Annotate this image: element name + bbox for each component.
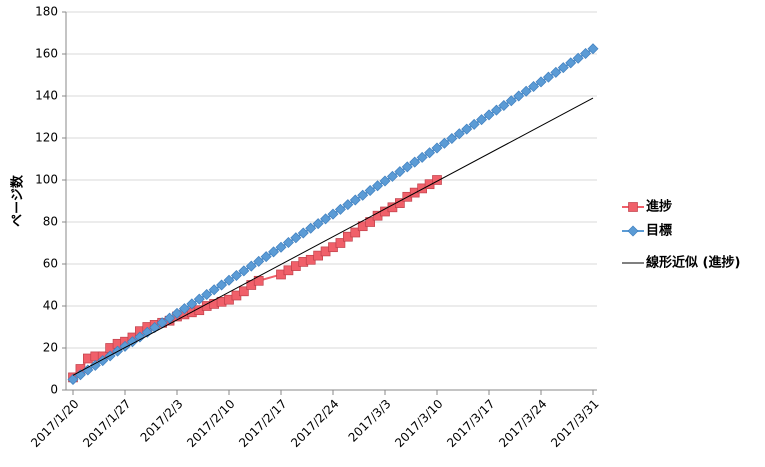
y-tick-label: 160	[35, 47, 58, 61]
point	[416, 151, 428, 163]
point	[350, 227, 361, 238]
y-tick-label: 80	[43, 215, 58, 229]
x-tick-label: 2017/2/3	[138, 397, 186, 445]
legend-label: 進捗	[646, 199, 672, 215]
point	[372, 180, 384, 192]
point	[67, 374, 79, 385]
point	[290, 232, 302, 244]
legend-label: 線形近似 (進捗)	[646, 255, 740, 271]
x-tick-label: 2017/2/17	[236, 397, 289, 450]
point	[535, 76, 547, 88]
y-tick-label: 180	[35, 5, 58, 19]
point	[335, 238, 346, 248]
point	[171, 307, 183, 319]
point	[253, 255, 265, 267]
x-tick-label: 2017/2/24	[288, 397, 341, 450]
point	[260, 251, 272, 263]
point	[89, 359, 101, 371]
point	[461, 123, 473, 135]
point	[401, 161, 413, 173]
point	[364, 185, 376, 196]
point	[431, 142, 443, 154]
legend-label: 目標	[646, 223, 672, 239]
point	[468, 118, 480, 130]
point	[238, 265, 250, 277]
point	[446, 133, 458, 145]
point	[208, 284, 220, 296]
point	[520, 85, 532, 97]
x-tick-label: 2017/1/20	[28, 397, 81, 450]
point	[432, 175, 442, 185]
point	[542, 71, 554, 83]
y-axis-label: ページ数	[10, 174, 26, 227]
point	[453, 128, 465, 140]
point	[282, 236, 294, 248]
point	[438, 137, 450, 149]
x-tick-label: 2017/1/27	[80, 397, 133, 450]
x-tick-label: 2017/3/31	[548, 397, 601, 450]
x-tick-label: 2017/3/24	[496, 397, 549, 450]
point	[230, 270, 242, 282]
point	[476, 114, 488, 126]
point	[490, 104, 502, 116]
point	[305, 222, 317, 234]
point	[557, 62, 569, 74]
point	[239, 286, 249, 297]
point	[82, 364, 94, 376]
point	[580, 47, 592, 59]
point	[357, 189, 369, 201]
point	[297, 227, 309, 239]
point	[505, 95, 517, 107]
point	[349, 194, 361, 206]
point	[424, 147, 436, 159]
point	[342, 199, 354, 211]
point	[201, 288, 213, 300]
point	[379, 175, 391, 187]
point	[193, 293, 205, 305]
series-line	[72, 97, 594, 376]
legend-marker	[627, 225, 639, 237]
point	[275, 241, 287, 253]
point	[186, 298, 198, 310]
point	[587, 43, 599, 55]
x-tick-label: 2017/3/10	[392, 397, 445, 450]
point	[164, 312, 176, 324]
y-tick-label: 100	[35, 173, 58, 187]
point	[386, 170, 398, 182]
point	[223, 274, 235, 286]
y-tick-label: 20	[43, 341, 58, 355]
point	[126, 336, 138, 348]
y-tick-label: 40	[43, 299, 58, 313]
x-tick-label: 2017/3/17	[444, 397, 497, 450]
point	[572, 52, 584, 64]
y-tick-label: 60	[43, 257, 58, 271]
point	[394, 166, 406, 178]
point	[216, 279, 228, 291]
point	[268, 246, 280, 258]
point	[178, 303, 190, 315]
point	[320, 213, 332, 225]
point	[134, 331, 146, 343]
point	[334, 203, 346, 215]
y-tick-label: 0	[50, 383, 58, 397]
point	[327, 208, 339, 220]
y-tick-label: 120	[35, 131, 58, 145]
point	[312, 218, 324, 230]
point	[550, 66, 562, 78]
point	[409, 156, 421, 168]
point	[513, 90, 525, 102]
x-tick-label: 2017/3/3	[346, 397, 394, 445]
x-tick-label: 2017/2/10	[184, 397, 237, 450]
point	[565, 57, 577, 69]
point	[528, 81, 540, 93]
point	[483, 109, 495, 121]
y-tick-label: 140	[35, 89, 58, 103]
point	[498, 99, 510, 111]
point	[365, 217, 375, 227]
legend-marker	[628, 202, 638, 212]
point	[141, 326, 153, 338]
point	[245, 260, 257, 272]
